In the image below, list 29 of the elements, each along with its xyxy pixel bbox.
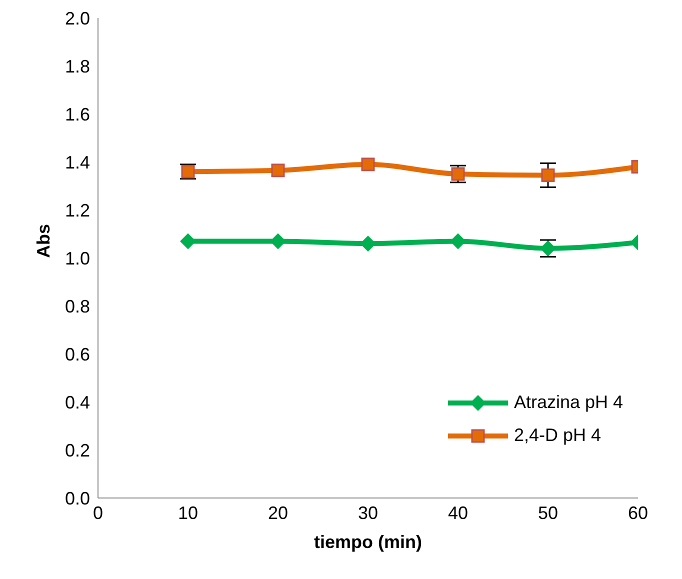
y-tick-label: 0.2 xyxy=(64,440,90,460)
y-tick-label: 1.0 xyxy=(64,248,90,268)
y-tick-label: 2.0 xyxy=(64,8,90,28)
y-tick-label: 1.6 xyxy=(64,104,90,124)
point xyxy=(360,236,376,252)
x-tick-label: 50 xyxy=(538,502,558,523)
y-tick-label: 1.2 xyxy=(64,200,90,220)
legend-label: Atrazina pH 4 xyxy=(514,392,623,413)
point xyxy=(270,233,286,250)
y-tick-label: 0.8 xyxy=(64,296,90,316)
point xyxy=(361,158,375,172)
legend-label: 2,4-D pH 4 xyxy=(514,425,601,446)
x-tick-label: 0 xyxy=(92,502,104,523)
x-axis-title: tiempo (min) xyxy=(314,532,422,552)
y-tick-label: 1.8 xyxy=(64,56,90,76)
x-tick-label: 10 xyxy=(178,502,198,523)
x-tick-label: 40 xyxy=(448,502,468,523)
point xyxy=(450,233,466,250)
y-tick-label: 0.6 xyxy=(64,344,90,364)
point xyxy=(271,164,285,178)
y-axis-title: Abs xyxy=(33,224,54,258)
y-tick-label: 1.4 xyxy=(64,152,90,172)
point xyxy=(180,233,196,250)
point xyxy=(541,168,555,182)
y-tick-label: 0.4 xyxy=(64,392,90,412)
y-tick-label: 0.0 xyxy=(64,488,90,508)
x-tick-label: 60 xyxy=(628,502,648,523)
x-tick-label: 20 xyxy=(268,502,288,523)
x-tick-label: 30 xyxy=(358,502,378,523)
